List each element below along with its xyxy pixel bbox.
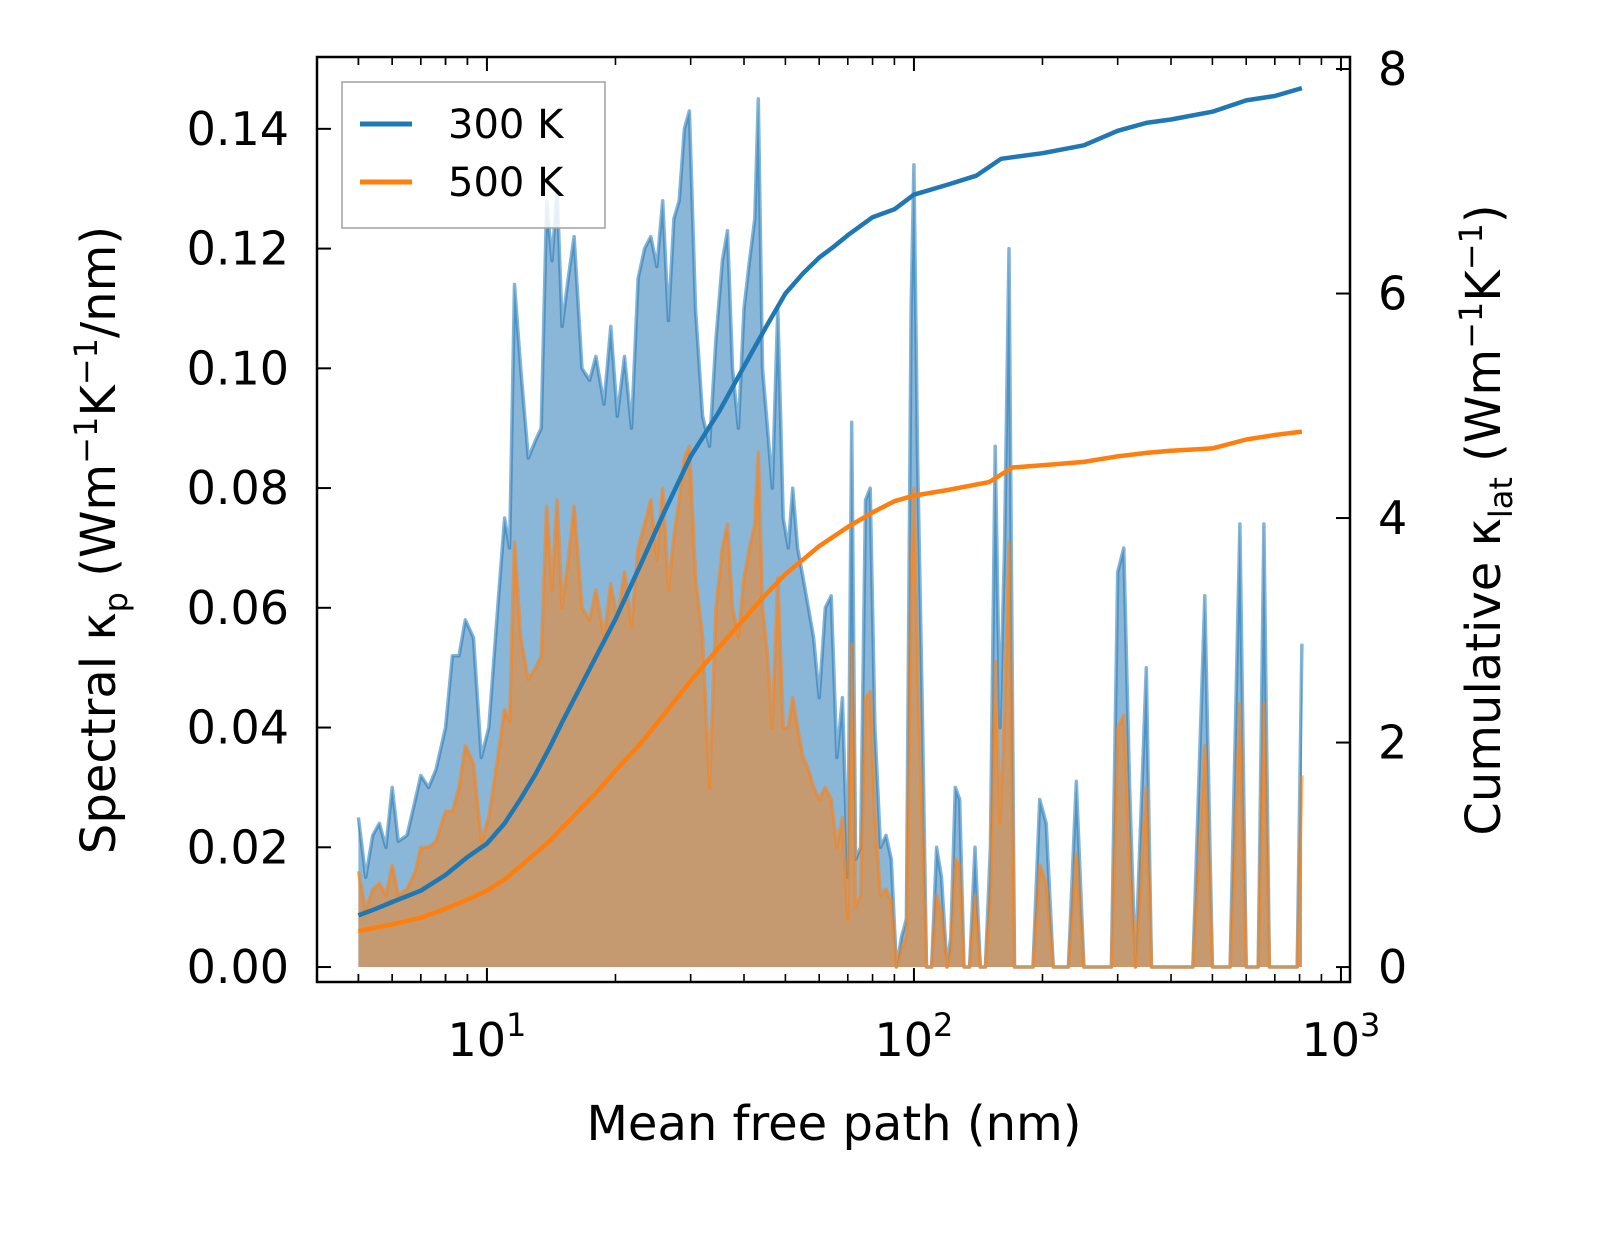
x-tick-label-base: 10 xyxy=(1301,1013,1360,1067)
y-left-tick-label: 0.10 xyxy=(187,341,289,395)
legend-frame xyxy=(341,81,606,229)
x-tick-label-exponent: 3 xyxy=(1360,1006,1380,1044)
y-axis-label-left-end: /nm) xyxy=(71,226,127,338)
x-tick-label: 101 xyxy=(447,1006,526,1067)
legend-label-300k: 300 K xyxy=(448,102,565,148)
y-axis-label-right-end: ) xyxy=(1456,204,1512,223)
x-tick-label-exponent: 2 xyxy=(933,1006,953,1044)
y-right-tick-label: 4 xyxy=(1378,491,1407,545)
x-axis-label: Mean free path (nm) xyxy=(587,1096,1082,1152)
y-axis-label-right-sup2: −1 xyxy=(1452,223,1490,270)
y-axis-label-right: Cumulative κlat (Wm−1K−1) xyxy=(1452,204,1520,835)
y-axis-label-right-sub: lat xyxy=(1482,477,1520,518)
y-left-tick-label: 0.00 xyxy=(187,940,289,994)
y-right-tick-label: 8 xyxy=(1378,42,1407,96)
y-axis-label-right-post: (Wm xyxy=(1456,349,1512,477)
y-axis-label-left-mid: K xyxy=(71,384,127,417)
cumulative-line-500k xyxy=(357,429,1303,934)
x-tick-label-base: 10 xyxy=(447,1013,506,1067)
y-axis-label-left-sub: p xyxy=(97,592,135,612)
y-right-tick-label: 6 xyxy=(1378,267,1407,321)
legend-label-500k: 500 K xyxy=(448,160,565,206)
y-left-tick-label: 0.14 xyxy=(187,102,289,156)
y-axis-label-right-mid: K xyxy=(1456,269,1512,302)
cumulative-line-300k xyxy=(357,85,1303,918)
legend: 300 K 500 K xyxy=(341,81,606,229)
y-left-tick-label: 0.04 xyxy=(187,701,289,755)
axes: 101 102 1030.000.020.040.060.080.100.120.1… xyxy=(187,42,1408,1067)
y-left-tick-label: 0.08 xyxy=(187,461,289,515)
axes-frame xyxy=(315,55,1352,984)
x-tick-label-exponent: 1 xyxy=(506,1006,526,1044)
y-axis-label-left-post: (Wm xyxy=(71,464,127,592)
y-axis-label-left-sup1: −1 xyxy=(67,417,105,464)
spectral-area-500k xyxy=(358,446,1302,967)
y-right-tick-label: 2 xyxy=(1378,716,1407,770)
y-right-tick-label: 0 xyxy=(1378,940,1407,994)
y-left-tick-label: 0.12 xyxy=(187,222,289,276)
y-axis-label-left: Spectral κp (Wm−1K−1/nm) xyxy=(67,226,135,854)
x-tick-label: 102 xyxy=(874,1006,953,1067)
y-axis-label-left-pre: Spectral κ xyxy=(71,612,127,854)
spectral-line-500k xyxy=(356,444,1304,969)
plot-area xyxy=(356,85,1304,969)
x-tick-label: 103 xyxy=(1301,1006,1380,1067)
y-left-tick-label: 0.06 xyxy=(187,581,289,635)
y-axis-label-right-pre: Cumulative κ xyxy=(1456,518,1512,836)
y-axis-label-right-sup1: −1 xyxy=(1452,302,1490,349)
y-axis-label-left-sup2: −1 xyxy=(67,338,105,385)
x-tick-label-base: 10 xyxy=(874,1013,933,1067)
y-left-tick-label: 0.02 xyxy=(187,820,289,874)
